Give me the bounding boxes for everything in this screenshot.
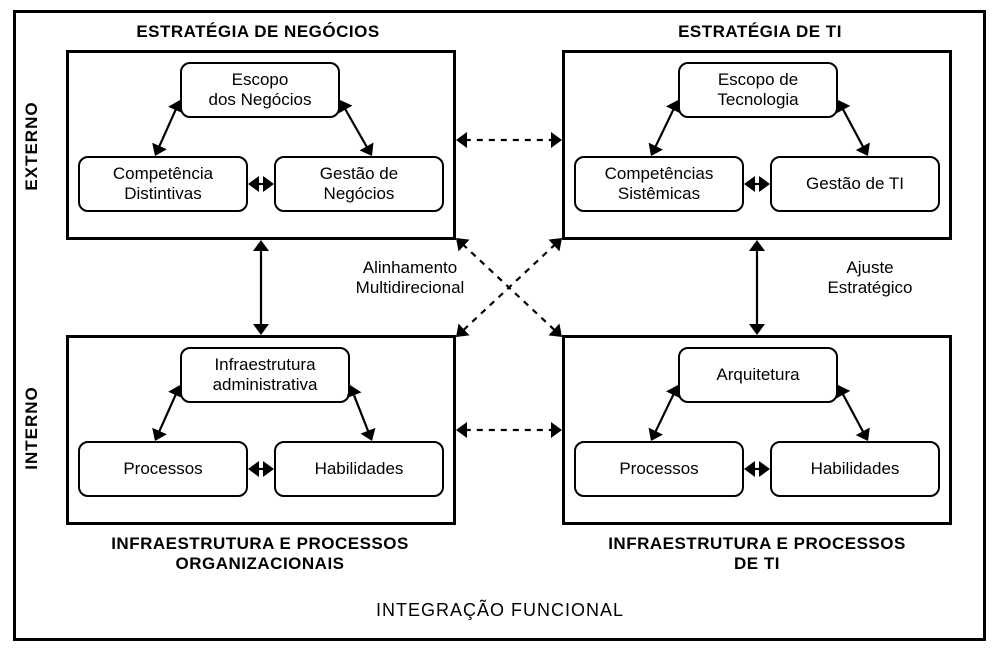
title-top-right: ESTRATÉGIA DE TI: [630, 22, 890, 42]
axis-label-externo: EXTERNO: [22, 86, 42, 206]
node-tr-left: CompetênciasSistêmicas: [574, 156, 744, 212]
node-tr-top: Escopo deTecnologia: [678, 62, 838, 118]
label-ajuste: AjusteEstratégico: [790, 258, 950, 299]
node-bl-right: Habilidades: [274, 441, 444, 497]
node-tl-top: Escopodos Negócios: [180, 62, 340, 118]
label-alinhamento: AlinhamentoMultidirecional: [310, 258, 510, 299]
node-tl-right: Gestão deNegócios: [274, 156, 444, 212]
node-br-right: Habilidades: [770, 441, 940, 497]
title-bottom-left: INFRAESTRUTURA E PROCESSOSORGANIZACIONAI…: [85, 534, 435, 574]
node-bl-top: Infraestruturaadministrativa: [180, 347, 350, 403]
title-bottom-right: INFRAESTRUTURA E PROCESSOSDE TI: [582, 534, 932, 574]
label-integracao: INTEGRAÇÃO FUNCIONAL: [300, 600, 700, 621]
node-tl-left: CompetênciaDistintivas: [78, 156, 248, 212]
node-tr-right: Gestão de TI: [770, 156, 940, 212]
node-br-left: Processos: [574, 441, 744, 497]
diagram-frame: EXTERNO INTERNO ESTRATÉGIA DE NEGÓCIOS E…: [0, 0, 999, 651]
axis-label-interno: INTERNO: [22, 368, 42, 488]
node-bl-left: Processos: [78, 441, 248, 497]
title-top-left: ESTRATÉGIA DE NEGÓCIOS: [108, 22, 408, 42]
node-br-top: Arquitetura: [678, 347, 838, 403]
